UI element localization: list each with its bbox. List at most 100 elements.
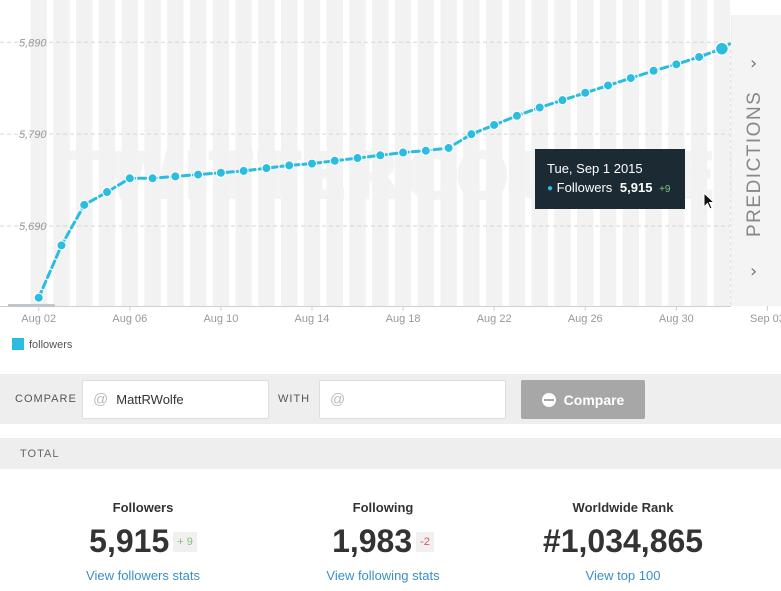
view-top-100-link[interactable]: View top 100 (585, 568, 661, 583)
compare-bar: COMPARE @ MattRWolfe WITH @ Compare (0, 374, 781, 424)
mouse-cursor-icon (703, 192, 716, 210)
x-tick-label: Aug 26 (568, 313, 603, 325)
stat-delta: -2 (416, 531, 434, 552)
day-column (281, 0, 298, 306)
data-point (466, 129, 477, 140)
tooltip-delta: +9 (659, 184, 671, 195)
day-column (326, 0, 343, 306)
data-point (398, 147, 409, 158)
data-point (170, 171, 181, 182)
chart-legend[interactable]: followers (12, 338, 72, 351)
stat-title: Worldwide Rank (572, 500, 674, 515)
day-column (144, 0, 161, 306)
day-column (463, 0, 480, 306)
compare-label: COMPARE (15, 393, 77, 405)
with-label: WITH (278, 393, 311, 405)
day-column (53, 0, 70, 306)
data-point (694, 51, 705, 62)
data-point (329, 155, 340, 166)
predictions-label: PREDICTIONS (744, 90, 765, 237)
y-tick-label: 5,790 (19, 129, 47, 141)
x-tick-label: Aug 02 (21, 313, 56, 325)
data-point (671, 59, 682, 70)
day-column (508, 0, 526, 306)
legend-swatch (12, 338, 24, 350)
x-tick-label: Sep 03 (750, 313, 781, 325)
tooltip-series: Followers (556, 180, 613, 195)
compare-user-value: MattRWolfe (116, 392, 184, 407)
x-tick-label: Aug 18 (386, 313, 421, 325)
data-point (511, 110, 522, 121)
day-column (121, 0, 139, 306)
view-following-stats-link[interactable]: View following stats (326, 568, 440, 583)
total-bar: TOTAL (0, 438, 781, 469)
x-tick-label: Aug 30 (659, 313, 694, 325)
data-point (193, 169, 204, 180)
data-point (147, 173, 158, 184)
tooltip-date: Tue, Sep 1 2015 (547, 161, 643, 176)
compare-button[interactable]: Compare (521, 380, 645, 419)
data-point (33, 292, 44, 303)
compare-button-label: Compare (563, 391, 625, 408)
data-point (489, 119, 500, 130)
stat-value: #1,034,865 (542, 523, 704, 559)
day-column (98, 0, 116, 306)
data-point (648, 65, 659, 76)
data-point (420, 145, 431, 156)
data-point (714, 41, 730, 56)
day-column (349, 0, 366, 306)
data-point (56, 240, 67, 251)
day-column (303, 0, 321, 306)
tooltip-series-dot-icon: ● (547, 183, 554, 194)
tooltip-value: 5,915 (619, 180, 653, 195)
chart-plot: 5,890 5,790 5,690 Aug 02 Aug 06 Aug 10 Aug 14 A… (0, 0, 781, 325)
at-icon: @ (330, 391, 346, 408)
compare-with-input[interactable]: @ (319, 380, 506, 419)
y-tick-label: 5,890 (19, 37, 47, 49)
data-point (284, 160, 295, 171)
compare-user-input[interactable]: @ MattRWolfe (82, 380, 269, 419)
data-point (557, 95, 568, 106)
day-column (30, 0, 47, 306)
legend-label: followers (29, 339, 73, 351)
day-column (167, 0, 184, 306)
stat-title: Followers (112, 500, 174, 515)
data-point (261, 163, 272, 174)
at-icon: @ (93, 391, 109, 408)
stat-value: 5,915 (89, 523, 170, 559)
data-point (79, 199, 90, 210)
followers-chart: TWITTERCOUNTER 5,890 5,790 5,690 Aug 02 Aug … (0, 0, 781, 351)
predictions-panel[interactable]: › PREDICTIONS › (731, 15, 781, 306)
data-point (215, 167, 226, 178)
stat-title: Following (352, 500, 414, 515)
x-tick-label: Aug 10 (203, 313, 238, 325)
data-point (534, 102, 545, 113)
day-column (440, 0, 457, 306)
data-point (375, 150, 386, 161)
total-label: TOTAL (20, 448, 60, 460)
stat-worldwide-rank: Worldwide Rank #1,034,865 View top 100 (498, 500, 748, 583)
data-point (238, 165, 249, 176)
data-point (124, 173, 135, 184)
x-tick-label: Aug 22 (477, 313, 512, 325)
data-point (603, 80, 614, 91)
data-point (625, 73, 636, 84)
view-followers-stats-link[interactable]: View followers stats (86, 568, 200, 583)
day-column (690, 0, 708, 306)
day-column (258, 0, 275, 306)
data-point (306, 158, 317, 169)
data-point (580, 87, 591, 98)
x-tick-label: Aug 14 (295, 313, 330, 325)
chevron-right-icon[interactable]: › (750, 53, 758, 74)
day-column (485, 0, 503, 306)
stat-delta: + 9 (173, 531, 197, 552)
day-column (76, 0, 93, 306)
data-point (102, 187, 113, 198)
chevron-right-icon[interactable]: › (750, 261, 758, 282)
x-tick-label: Aug 06 (112, 313, 147, 325)
data-point (443, 142, 454, 153)
day-column (212, 0, 230, 306)
compare-icon (541, 392, 556, 407)
chart-tooltip: Tue, Sep 1 2015 ● Followers 5,915 +9 (535, 149, 685, 209)
stat-followers: Followers 5,915 + 9 View followers stats (18, 500, 268, 583)
